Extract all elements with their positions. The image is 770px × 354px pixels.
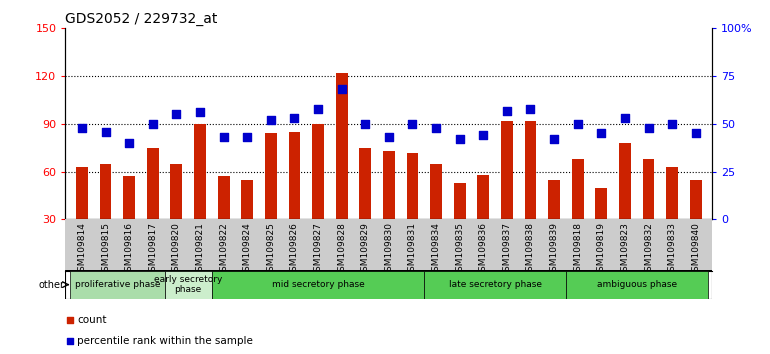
Bar [123,176,135,219]
Point [524,106,537,112]
FancyBboxPatch shape [566,271,708,298]
Text: GSM109819: GSM109819 [597,222,606,277]
Point [194,110,206,115]
Text: percentile rank within the sample: percentile rank within the sample [77,336,253,346]
Text: GSM109826: GSM109826 [290,222,299,277]
Point [548,136,561,142]
Point [619,115,631,121]
Point [241,135,253,140]
FancyBboxPatch shape [70,271,165,298]
Bar [265,133,276,219]
Text: GSM109824: GSM109824 [243,222,252,277]
Bar [454,183,466,219]
Point [170,112,182,117]
Point [571,121,584,127]
FancyBboxPatch shape [165,271,212,298]
Text: GSM109836: GSM109836 [479,222,487,277]
Text: ambiguous phase: ambiguous phase [597,280,677,289]
Bar [194,124,206,219]
Text: GSM109821: GSM109821 [196,222,205,277]
Point [454,136,466,142]
Bar [690,179,701,219]
Text: GSM109817: GSM109817 [149,222,157,277]
Point [64,317,76,323]
Point [500,108,513,113]
Text: GSM109837: GSM109837 [502,222,511,277]
Point [99,129,112,135]
Text: GSM109833: GSM109833 [668,222,677,277]
Point [217,135,229,140]
Bar [619,143,631,219]
Text: GSM109823: GSM109823 [621,222,629,277]
FancyBboxPatch shape [212,271,424,298]
Point [690,131,702,136]
Bar [548,179,560,219]
Text: GSM109832: GSM109832 [644,222,653,277]
Bar [383,151,395,219]
Text: GSM109834: GSM109834 [431,222,440,277]
Text: mid secretory phase: mid secretory phase [272,280,364,289]
Bar [430,164,442,219]
Point [288,115,300,121]
Text: GSM109838: GSM109838 [526,222,535,277]
Bar [336,73,347,219]
Point [359,121,371,127]
Point [265,117,277,123]
Text: count: count [77,315,106,325]
Text: proliferative phase: proliferative phase [75,280,160,289]
Point [430,125,442,131]
Point [595,131,608,136]
Text: GSM109827: GSM109827 [313,222,323,277]
Text: GSM109814: GSM109814 [78,222,86,277]
Bar [572,159,584,219]
Bar [289,132,300,219]
Bar [312,124,324,219]
Text: GSM109830: GSM109830 [384,222,393,277]
Text: GSM109825: GSM109825 [266,222,276,277]
Text: GSM109828: GSM109828 [337,222,346,277]
Text: GSM109829: GSM109829 [360,222,370,277]
Point [64,338,76,344]
Text: GDS2052 / 229732_at: GDS2052 / 229732_at [65,12,218,26]
Bar [407,153,418,219]
FancyBboxPatch shape [424,271,566,298]
Bar [218,176,229,219]
Bar [241,179,253,219]
Text: GSM109820: GSM109820 [172,222,181,277]
Text: other: other [39,280,65,290]
Point [75,125,88,131]
Text: GSM109840: GSM109840 [691,222,700,277]
Point [123,140,136,146]
Text: GSM109831: GSM109831 [408,222,417,277]
Text: early secretory
phase: early secretory phase [154,275,223,294]
Bar [501,121,513,219]
Bar [99,164,112,219]
Text: late secretory phase: late secretory phase [449,280,541,289]
Bar [76,167,88,219]
Bar [360,148,371,219]
Text: GSM109815: GSM109815 [101,222,110,277]
Point [407,121,419,127]
Text: GSM109839: GSM109839 [550,222,558,277]
Bar [643,159,654,219]
Text: GSM109818: GSM109818 [573,222,582,277]
Point [383,135,395,140]
Bar [595,188,608,219]
Bar [170,164,182,219]
Text: GSM109835: GSM109835 [455,222,464,277]
Point [642,125,654,131]
Text: GSM109822: GSM109822 [219,222,228,277]
Point [146,121,159,127]
Point [336,87,348,92]
Bar [477,175,489,219]
Bar [147,148,159,219]
Bar [524,121,537,219]
Point [477,132,490,138]
Text: GSM109816: GSM109816 [125,222,134,277]
Bar [666,167,678,219]
Point [666,121,678,127]
Point [312,106,324,112]
